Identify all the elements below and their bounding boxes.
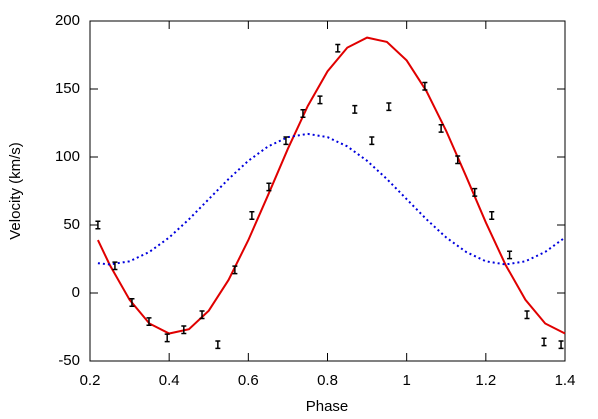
data-point	[369, 136, 375, 146]
data-point	[112, 261, 118, 271]
x-tick-label: 0.4	[159, 372, 180, 389]
data-point	[249, 211, 255, 220]
y-tick-label: 100	[55, 148, 80, 165]
data-point	[455, 155, 461, 165]
data-point	[317, 95, 323, 105]
data-point	[95, 220, 101, 230]
x-tick-label: 1	[402, 372, 410, 389]
y-tick-label: 200	[55, 12, 80, 29]
x-tick-label: 0.8	[317, 372, 338, 389]
data-point	[129, 298, 135, 307]
x-tick-label: 1.2	[475, 372, 496, 389]
data-point	[524, 310, 530, 320]
y-tick-label: 150	[55, 80, 80, 97]
y-tick-label: 50	[63, 216, 80, 233]
x-axis-label: Phase	[306, 398, 349, 415]
data-point	[164, 333, 170, 343]
data-point	[335, 43, 341, 53]
data-point	[266, 182, 272, 192]
data-point	[558, 340, 564, 350]
data-point	[386, 102, 392, 112]
y-tick-label: -50	[58, 352, 80, 369]
y-axis-label: Velocity (km/s)	[7, 142, 24, 240]
x-tick-label: 1.4	[555, 372, 576, 389]
data-point	[541, 337, 547, 347]
data-point	[215, 340, 221, 350]
data-point	[507, 250, 513, 260]
data-point	[283, 136, 289, 146]
x-tick-label: 0.2	[80, 372, 101, 389]
data-point	[472, 187, 478, 197]
data-point	[146, 317, 152, 327]
data-point	[181, 325, 187, 335]
y-tick-label: 0	[72, 284, 80, 301]
data-point	[352, 104, 358, 114]
curve	[97, 36, 566, 335]
data-point	[422, 81, 428, 91]
data-point	[199, 310, 205, 320]
data-point	[489, 211, 495, 220]
curve	[97, 132, 566, 266]
x-tick-label: 0.6	[238, 372, 259, 389]
data-point	[300, 109, 306, 118]
data-point	[232, 265, 238, 275]
data-point	[438, 123, 444, 133]
